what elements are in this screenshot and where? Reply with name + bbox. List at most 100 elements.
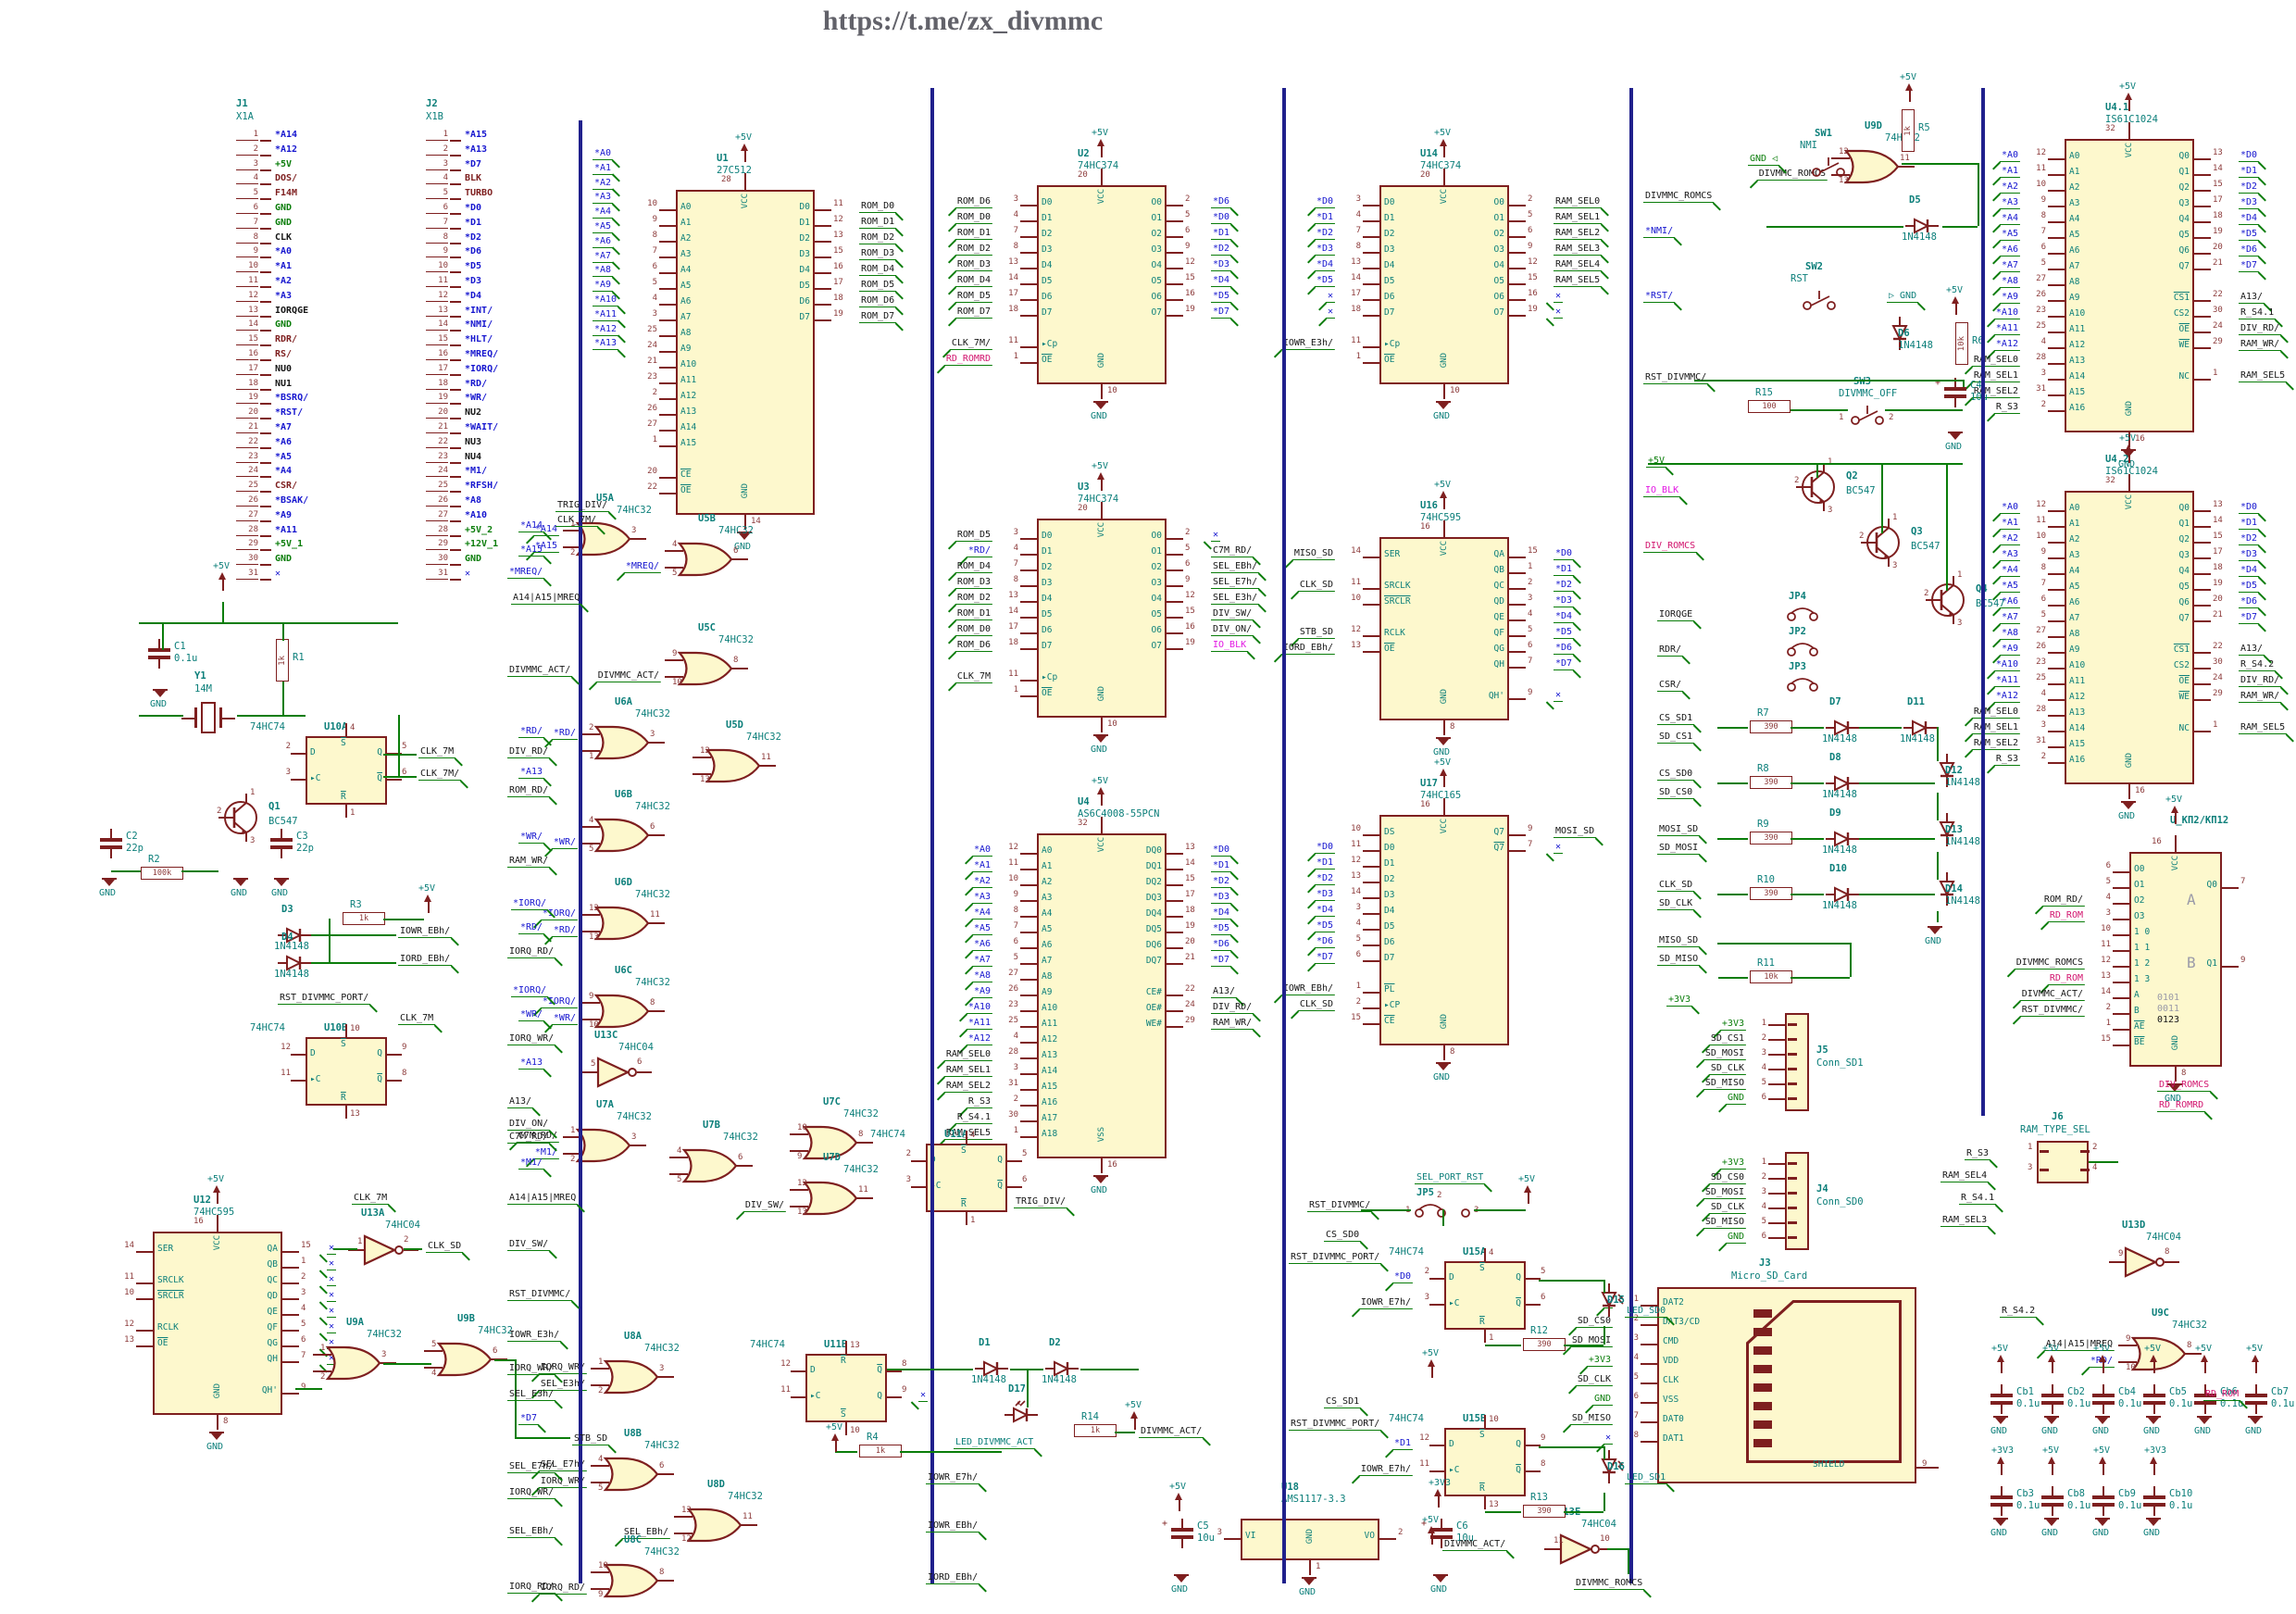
net-✕: ✕ [327,1353,337,1365]
connector-j1-name-*a2: *A2 [275,276,293,286]
wire-segment [1020,916,1037,918]
gate-u6a-in2: 1 [589,752,594,761]
gate-u7b [669,1148,753,1183]
gate-u9d-in2: 13 [1839,176,1849,185]
switch-sw1[interactable] [1811,156,1848,180]
wire-segment [1443,520,1445,537]
wire-segment [1181,1539,1183,1548]
ic-u-2-12-gndname: GND [2171,1035,2180,1051]
wire-segment [153,689,168,691]
ic-u1-pname: A14 [680,422,697,432]
gate-u7c-part: 74HC32 [843,1108,879,1120]
connector-j5-ref: J5 [1816,1045,1828,1056]
diode-d10 [1826,886,1859,903]
ic-u-2-12-pin-6: 6 [2105,861,2111,870]
jumper-jp3[interactable] [1787,676,1818,693]
ic-u1-pname: D2 [799,233,810,244]
ic-u14-pin-14: 14 [1351,273,1361,282]
ic-u16-gndname: GND [1440,689,1449,705]
net-*d4: *D4 [2239,213,2260,225]
ic-u2-pin-4: 4 [1013,210,1018,219]
ic-u4-pname: A3 [1042,893,1053,903]
diode-d10-part: 1N4148 [1822,900,1857,911]
ic-u12-pin-11: 11 [124,1272,134,1282]
ic-u3-pin-13: 13 [1008,591,1018,600]
switch-sw2[interactable] [1802,289,1839,313]
gate-u6d-in2: 13 [589,932,599,942]
ic-u4-1-pname: A2 [2069,182,2080,193]
ic-u2-pname: D5 [1042,276,1053,286]
power-arrow [2125,444,2132,452]
wire-segment [1694,380,1963,382]
ic-u4-pname: A1 [1042,861,1053,871]
jumper-jp4[interactable] [1787,606,1818,622]
ic-u3-pname: D3 [1042,578,1053,588]
connector-j1-name-*a4: *A4 [275,466,293,477]
net-*d2: *D2 [1554,580,1575,592]
label--mreq-: *MREQ/ [507,567,545,579]
resistor-r12: 390 [1523,1338,1566,1351]
gnd-symbol [276,880,287,886]
gate-u5a-out: 3 [631,526,637,535]
net-div_sw/: DIV_SW/ [742,1200,786,1212]
connector-j2-pin-27: 27 [426,510,448,521]
ic-u4-1-pin-7: 7 [2040,227,2046,236]
gnd-label: GND [1091,411,1108,421]
ic-u4-2-ref: U4.2 [2105,454,2129,465]
net-*d0: *D0 [1211,212,1232,224]
ic-u1-pin-22: 22 [647,482,657,492]
gate-u8d-part: 74HC32 [728,1491,763,1502]
wire-segment [260,344,271,347]
wire-segment [1564,1345,1603,1346]
capacitor-cb1-val: 0.1u [2016,1398,2040,1409]
gate-u9b-part: 74HC32 [478,1325,513,1336]
connector-j5-pin-4: 4 [1761,1063,1766,1072]
ic-u-2-12-pin-15: 15 [2101,1034,2111,1044]
wire-segment [1363,315,1379,317]
wire-segment [1509,268,1526,269]
wire-segment [1167,853,1183,855]
jumper-jp5[interactable] [1415,1202,1472,1219]
wire-segment [1101,817,1103,833]
switch-sw3[interactable] [1850,404,1887,428]
ic-u4-2-pin-19: 19 [2213,579,2223,588]
label-a13-: A13/ [507,1096,534,1108]
label--rst-: *RST/ [1643,291,1676,303]
ic-u1-pin-19: 19 [833,309,843,319]
ic-u4-pname: A4 [1042,908,1053,919]
connector-j2-pin-1: 1 [426,130,448,141]
net-*a0: *A0 [1999,502,2020,514]
connector-j1-name-*bsak/: *BSAK/ [275,495,309,506]
label--nmi-: *NMI/ [1643,226,1676,238]
wire-segment [659,414,676,416]
jumper-jp2[interactable] [1787,641,1818,657]
wire-segment [158,639,160,648]
ic-u12-pin-9: 9 [301,1383,306,1392]
wire-segment [1509,651,1526,653]
ic-u4-1-pname: A4 [2069,214,2080,224]
ic-u14-pname: D7 [1384,307,1395,318]
ic-u3-vccpin: 20 [1078,504,1088,513]
wire-segment [1363,929,1379,931]
wire-segment [2113,966,2129,968]
connector-j4-part: Conn_SD0 [1816,1196,1864,1207]
power-arrow [1097,472,1104,480]
wire-segment [1641,1344,1657,1345]
wire-segment [136,1345,153,1347]
net-*d4: *D4 [1314,905,1335,917]
ic-u16-pin-6: 6 [1528,641,1533,650]
wire-segment [659,351,676,353]
capacitor-c3-plate [270,838,293,842]
net-✕: ✕ [327,1243,337,1255]
gate-u5b-in1: 4 [672,540,678,549]
gnd-label: GND [1945,442,1963,452]
ic-u1-pname: A0 [680,202,692,212]
ic-u4-1-pin-8: 8 [2040,211,2046,220]
ic-u3-pname: O3 [1151,578,1162,588]
ic-u4-1-pname: A15 [2069,387,2086,397]
ic-u17-pname: D0 [1384,843,1395,853]
net-r_s3: R_S3 [1993,402,2020,414]
wire-segment [1509,299,1526,301]
wire-segment [1909,89,1911,102]
net-*a9: *A9 [971,986,992,998]
